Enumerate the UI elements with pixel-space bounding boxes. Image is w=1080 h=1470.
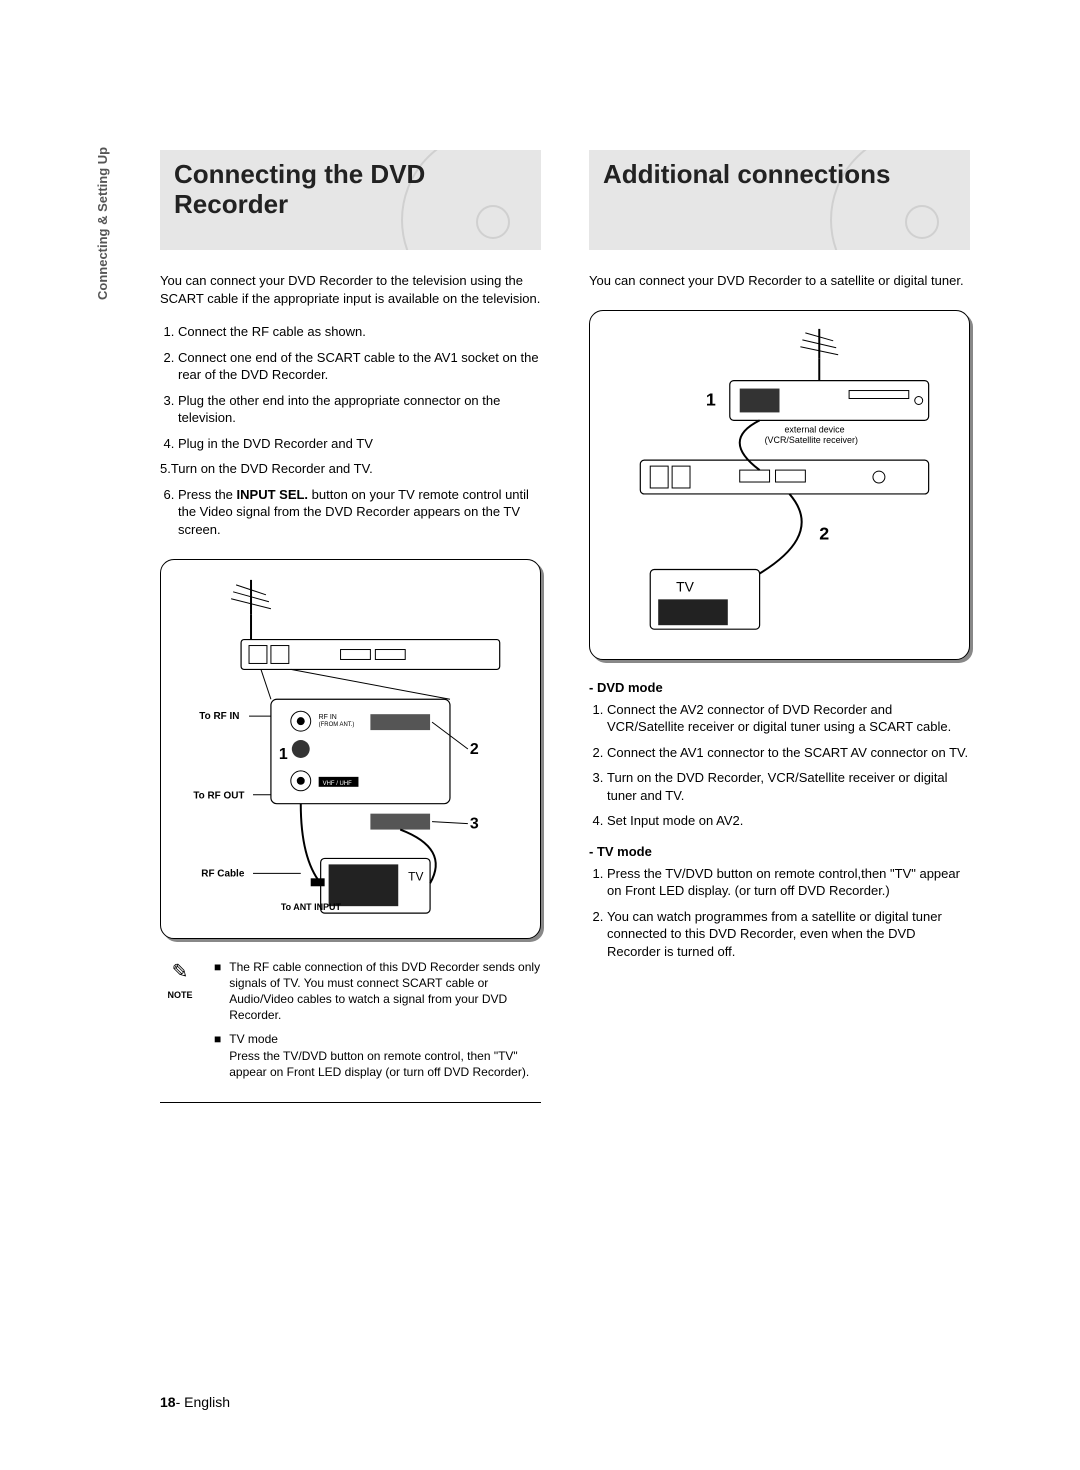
input-sel-bold: INPUT SEL. xyxy=(237,487,309,502)
step: Press the INPUT SEL. button on your TV r… xyxy=(178,486,541,539)
step: Connect one end of the SCART cable to th… xyxy=(178,349,541,384)
step: Connect the AV1 connector to the SCART A… xyxy=(607,744,970,762)
square-bullet-icon: ■ xyxy=(214,1031,221,1080)
page-lang: English xyxy=(184,1394,230,1410)
note-block: ✎ NOTE ■ The RF cable connection of this… xyxy=(160,959,541,1103)
left-steps: Connect the RF cable as shown. Connect o… xyxy=(160,323,541,538)
note-text: The RF cable connection of this DVD Reco… xyxy=(229,959,541,1024)
step: Plug in the DVD Recorder and TV xyxy=(178,435,541,453)
to-rf-in-label: To RF IN xyxy=(199,711,239,722)
step: 5.Turn on the DVD Recorder and TV. xyxy=(160,460,541,478)
note-text: TV mode Press the TV/DVD button on remot… xyxy=(229,1031,541,1080)
square-bullet-icon: ■ xyxy=(214,959,221,1024)
rf-cable-label: RF Cable xyxy=(201,868,245,879)
note-item: ■ TV mode Press the TV/DVD button on rem… xyxy=(214,1031,541,1080)
step: Turn on the DVD Recorder, VCR/Satellite … xyxy=(607,769,970,804)
svg-text:VHF / UHF: VHF / UHF xyxy=(323,780,352,786)
tv-mode-label: - TV mode xyxy=(589,844,970,859)
pencil-icon: ✎ xyxy=(160,959,200,986)
diag2-num-1: 1 xyxy=(706,389,716,409)
rf-in-small-label: RF IN xyxy=(319,714,337,721)
note-item: ■ The RF cable connection of this DVD Re… xyxy=(214,959,541,1024)
side-tab: Connecting & Setting Up xyxy=(95,147,110,300)
svg-text:(VCR/Satellite receiver): (VCR/Satellite receiver) xyxy=(765,435,858,445)
left-diagram: RF IN (FROM ANT.) VHF / UHF To RF IN To xyxy=(160,559,541,939)
left-column: Connecting the DVD Recorder You can conn… xyxy=(160,150,541,1103)
ext-device-label: external device xyxy=(784,424,844,434)
tv2-label: TV xyxy=(676,578,694,594)
svg-text:(FROM ANT.): (FROM ANT.) xyxy=(319,722,355,728)
page: Connecting & Setting Up Connecting the D… xyxy=(0,0,1080,1470)
note-items: ■ The RF cable connection of this DVD Re… xyxy=(214,959,541,1088)
page-footer: 18- English xyxy=(160,1394,230,1410)
left-intro: You can connect your DVD Recorder to the… xyxy=(160,272,541,307)
step: Press the TV/DVD button on remote contro… xyxy=(607,865,970,900)
tv-mode-steps: Press the TV/DVD button on remote contro… xyxy=(589,865,970,961)
page-number: 18 xyxy=(160,1394,176,1410)
left-heading-box: Connecting the DVD Recorder xyxy=(160,150,541,250)
diag-num-2: 2 xyxy=(470,741,479,758)
columns: Connecting the DVD Recorder You can conn… xyxy=(160,150,970,1103)
dvd-mode-steps: Connect the AV2 connector of DVD Recorde… xyxy=(589,701,970,830)
to-ant-input-label: To ANT INPUT xyxy=(281,902,342,912)
diag-num-1: 1 xyxy=(279,746,288,763)
dvd-mode-label: - DVD mode xyxy=(589,680,970,695)
note-icon: ✎ NOTE xyxy=(160,959,200,1088)
diag2-num-2: 2 xyxy=(819,523,829,543)
step: Set Input mode on AV2. xyxy=(607,812,970,830)
right-column: Additional connections You can connect y… xyxy=(589,150,970,1103)
diag-num-3: 3 xyxy=(470,815,479,832)
left-heading: Connecting the DVD Recorder xyxy=(174,160,527,220)
step: Connect the AV2 connector of DVD Recorde… xyxy=(607,701,970,736)
right-heading: Additional connections xyxy=(603,160,956,190)
tv-label: TV xyxy=(408,869,423,883)
right-diagram-svg: external device (VCR/Satellite receiver)… xyxy=(590,311,969,659)
right-heading-box: Additional connections xyxy=(589,150,970,250)
step: Plug the other end into the appropriate … xyxy=(178,392,541,427)
to-rf-out-label: To RF OUT xyxy=(193,790,244,801)
step: You can watch programmes from a satellit… xyxy=(607,908,970,961)
step: Connect the RF cable as shown. xyxy=(178,323,541,341)
right-intro: You can connect your DVD Recorder to a s… xyxy=(589,272,970,290)
left-diagram-svg: RF IN (FROM ANT.) VHF / UHF To RF IN To xyxy=(161,560,540,938)
right-diagram: external device (VCR/Satellite receiver)… xyxy=(589,310,970,660)
